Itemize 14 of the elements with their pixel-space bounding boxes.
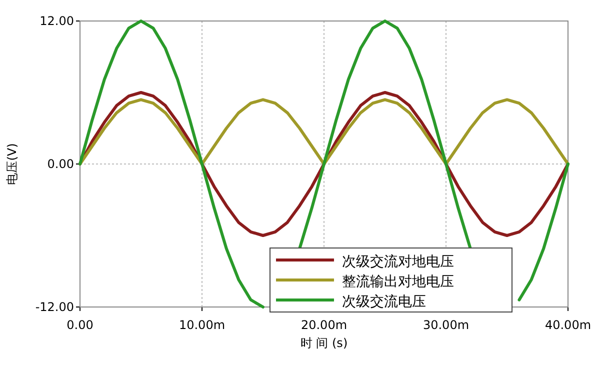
y-tick-label: -12.00 bbox=[35, 300, 74, 314]
x-tick-label: 0.00 bbox=[66, 318, 94, 332]
x-tick-label: 10.00m bbox=[178, 318, 226, 332]
legend-label: 次级交流电压 bbox=[342, 294, 426, 310]
y-tick-label: 12.00 bbox=[40, 14, 74, 28]
legend-label: 整流输出对地电压 bbox=[342, 274, 454, 290]
line-series bbox=[78, 98, 570, 166]
legend-label: 次级交流对地电压 bbox=[342, 254, 454, 270]
x-tick-label: 30.00m bbox=[422, 318, 470, 332]
x-tick-label: 20.00m bbox=[300, 318, 348, 332]
x-axis-title: 时 间 (s) bbox=[300, 336, 348, 350]
y-axis-title: 电压(V) bbox=[5, 143, 19, 185]
x-tick-label: 40.00m bbox=[544, 318, 592, 332]
y-tick-label: 0.00 bbox=[47, 157, 74, 171]
